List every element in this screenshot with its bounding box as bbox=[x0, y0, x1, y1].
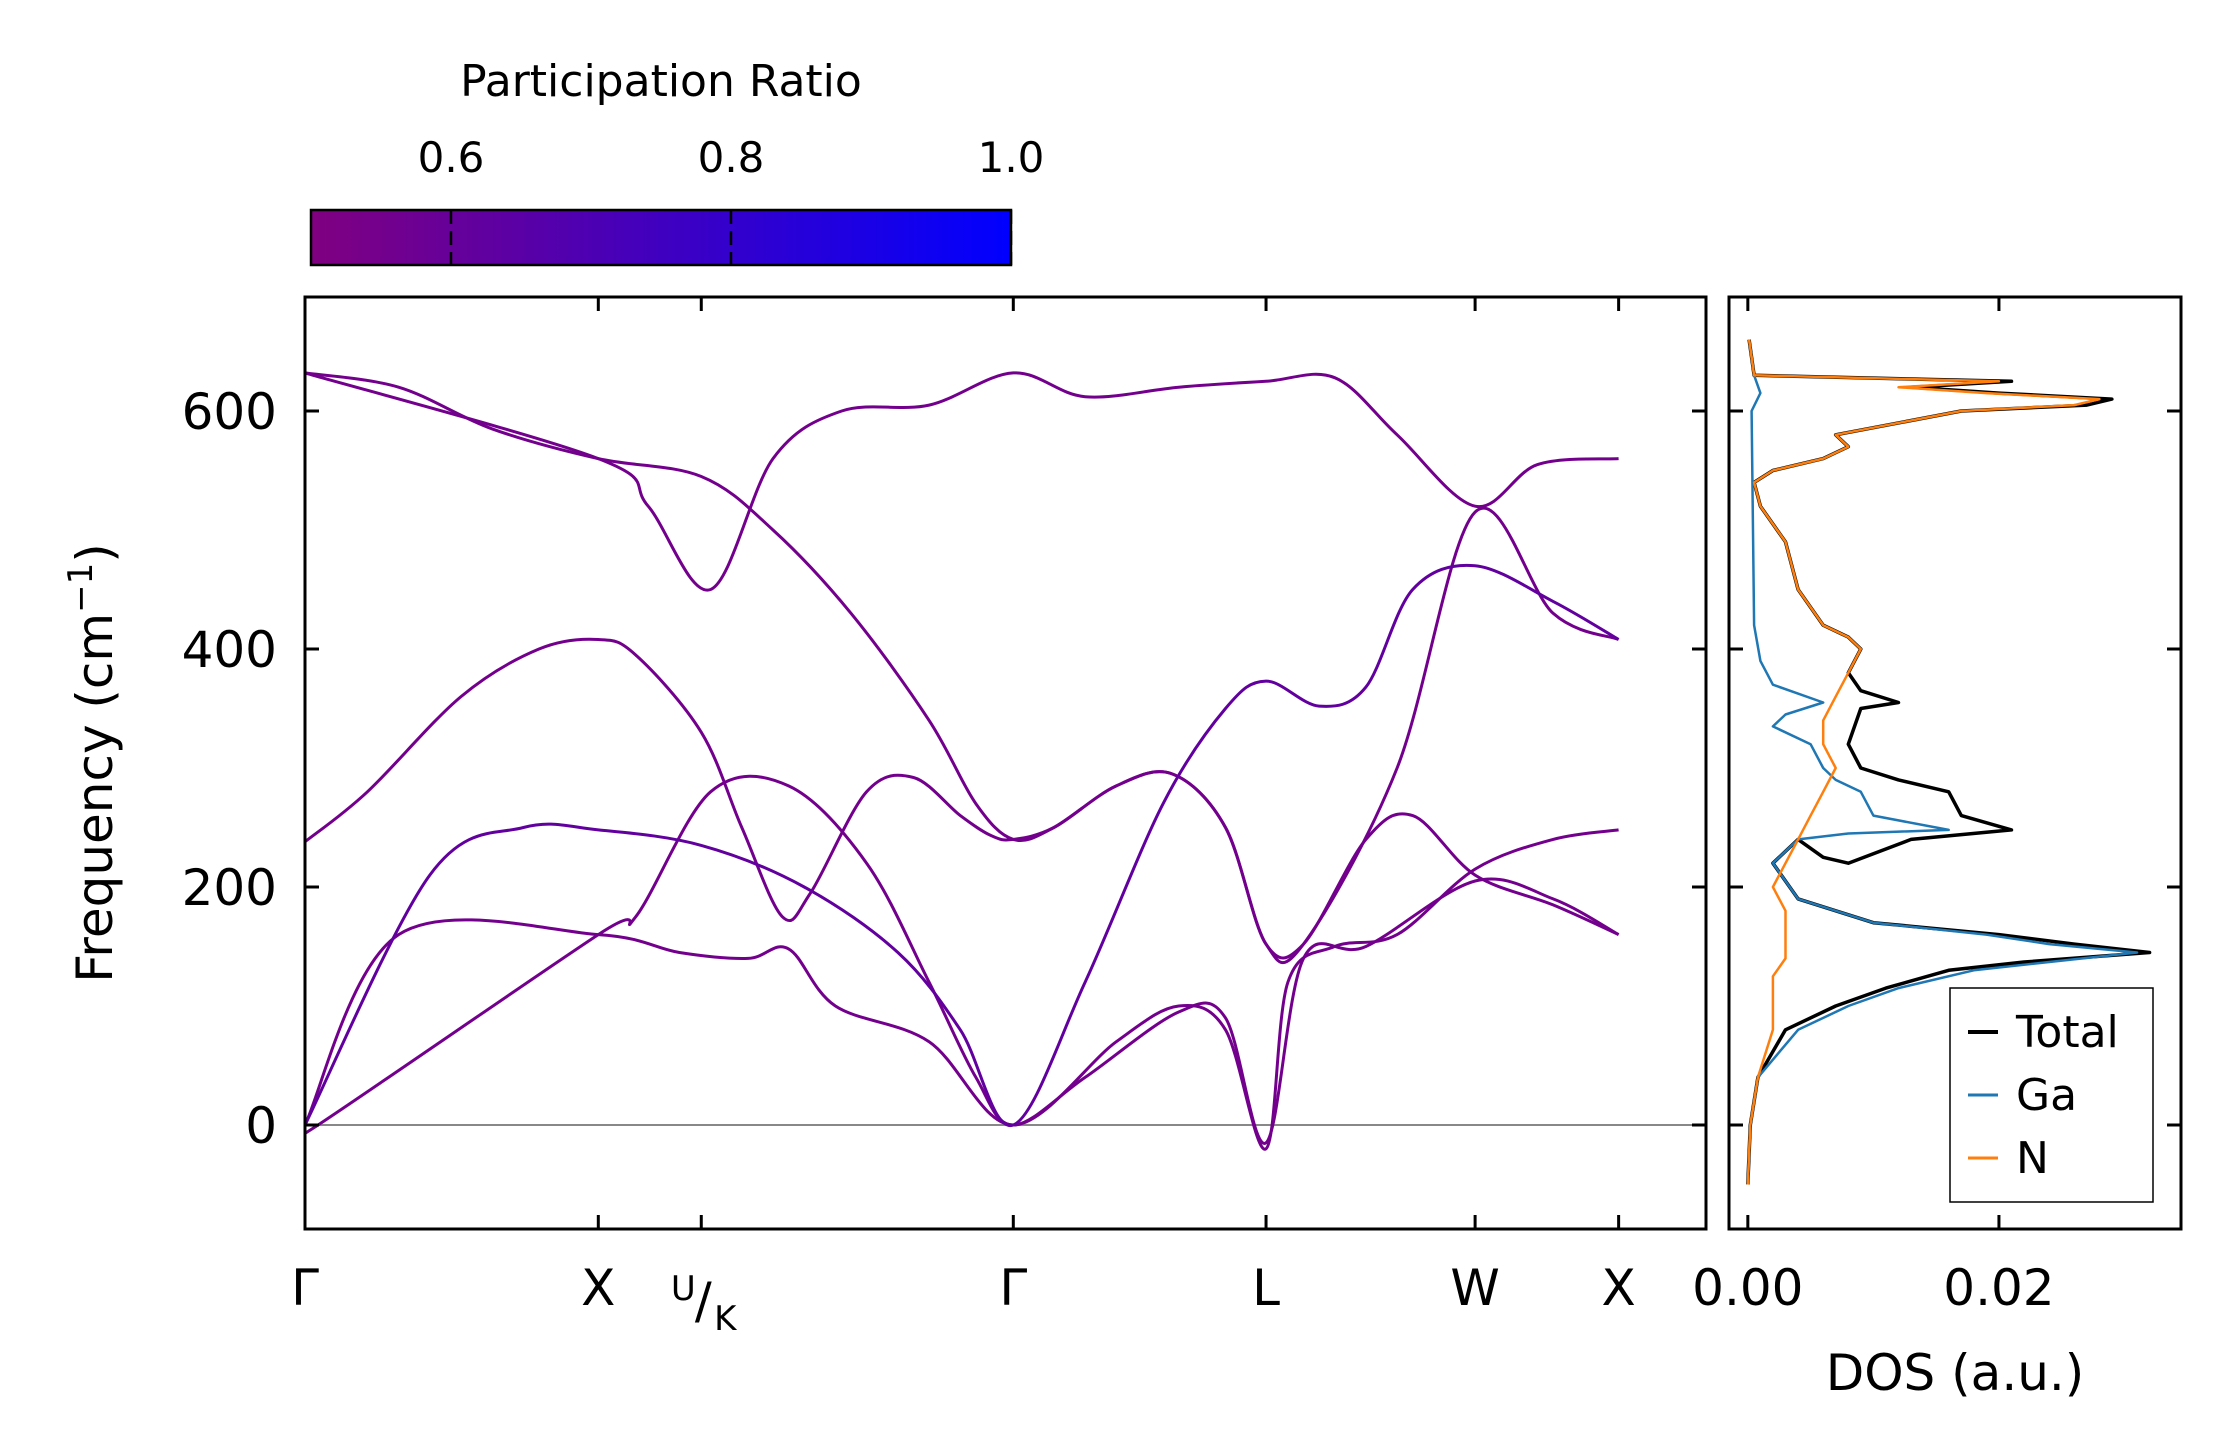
x-tick-label: Γ bbox=[291, 1259, 319, 1317]
x-tick-label: Γ bbox=[999, 1259, 1027, 1317]
x-tick-label-upper: U bbox=[671, 1269, 696, 1309]
y-axis-title-superscript: −1 bbox=[61, 563, 101, 613]
phonon-band-5 bbox=[305, 563, 1620, 1127]
x-tick-label: X bbox=[1601, 1259, 1635, 1317]
colorbar-ticks: 0.6 0.8 1.0 bbox=[418, 133, 1045, 265]
phonon-band-3 bbox=[305, 774, 1620, 1145]
colorbar: Participation Ratio 0.6 0.8 1.0 bbox=[309, 56, 1045, 267]
colorbar-tick-label: 1.0 bbox=[978, 133, 1045, 182]
dos-line-ga bbox=[1746, 339, 2139, 1185]
colorbar-tick-label: 0.6 bbox=[418, 133, 485, 182]
legend-items: Total Ga N bbox=[1968, 1007, 2119, 1184]
dos-axes-frame bbox=[1727, 295, 2183, 1231]
phonon-band-6 bbox=[305, 371, 1619, 592]
dos-y-ticks bbox=[1729, 409, 2181, 1127]
colorbar-title: Participation Ratio bbox=[460, 56, 862, 107]
y-axis-title: Frequency (cm−1) bbox=[61, 543, 124, 983]
dos-line-n bbox=[1746, 339, 2101, 1185]
legend-label-ga: Ga bbox=[2016, 1070, 2077, 1121]
phonon-band-4 bbox=[305, 828, 1619, 1151]
dos-x-axis-title: DOS (a.u.) bbox=[1826, 1344, 2085, 1402]
dos-x-tick-label: 0.02 bbox=[1943, 1259, 2054, 1317]
dos-panel: 0.00 0.02 DOS (a.u.) Total Ga N bbox=[1692, 295, 2183, 1402]
dos-lines bbox=[1746, 339, 2152, 1185]
x-tick-label: X bbox=[581, 1259, 615, 1317]
band-lines bbox=[305, 371, 1706, 1151]
band-y-ticks: 0 200 400 600 bbox=[182, 383, 1706, 1155]
x-tick-label-lower: K bbox=[714, 1299, 738, 1339]
y-tick-label: 600 bbox=[182, 383, 277, 441]
legend: Total Ga N bbox=[1949, 987, 2154, 1203]
y-axis-title-close: ) bbox=[66, 543, 124, 563]
legend-label-total: Total bbox=[2015, 1007, 2119, 1058]
x-tick-label: W bbox=[1450, 1259, 1499, 1317]
colorbar-tick-label: 0.8 bbox=[698, 133, 765, 182]
band-structure-panel: 0 200 400 600 Γ X U / K Γ L W X Frequency (cm−1) bbox=[61, 295, 1708, 1339]
band-x-ticks: Γ X U / K Γ L W X bbox=[291, 297, 1636, 1339]
legend-label-n: N bbox=[2016, 1133, 2049, 1184]
colorbar-gradient bbox=[309, 208, 1013, 267]
band-axes-frame bbox=[303, 295, 1708, 1231]
dos-x-tick-label: 0.00 bbox=[1692, 1259, 1803, 1317]
y-tick-label: 200 bbox=[182, 859, 277, 917]
y-axis-title-main: Frequency (cm bbox=[66, 613, 124, 983]
x-tick-label-slash: / bbox=[695, 1272, 712, 1330]
y-tick-label: 400 bbox=[182, 621, 277, 679]
y-tick-label: 0 bbox=[245, 1097, 277, 1155]
dos-x-ticks: 0.00 0.02 bbox=[1692, 297, 2055, 1317]
x-tick-label: L bbox=[1252, 1259, 1280, 1317]
phonon-band-2 bbox=[305, 637, 1620, 960]
